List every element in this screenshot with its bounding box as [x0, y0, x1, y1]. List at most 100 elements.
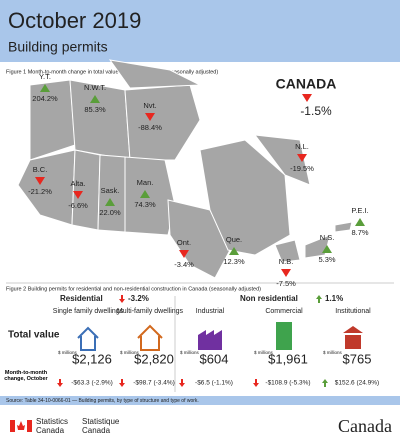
- map: [17, 59, 353, 279]
- region-value: 12.3%: [223, 257, 245, 266]
- wordmark: Canada: [338, 416, 392, 436]
- title: October 2019: [8, 8, 141, 33]
- group-name: Non residential: [240, 294, 298, 303]
- region-value: -3.4%: [174, 260, 194, 269]
- region-name: N.L.: [295, 142, 309, 151]
- item-change: -$98.7 (-3.4%): [133, 380, 175, 387]
- item-name: Single family dwellings: [53, 308, 124, 315]
- up-arrow: [322, 379, 328, 387]
- down-arrow: [253, 379, 259, 387]
- region-name: N.W.T.: [84, 83, 106, 92]
- region: [29, 79, 76, 161]
- region: [124, 84, 201, 161]
- agency: Statistique: [82, 417, 120, 426]
- header-band: [0, 0, 400, 62]
- item-value: $604: [200, 351, 229, 366]
- down-arrow: [281, 269, 291, 277]
- up-arrow: [140, 190, 150, 198]
- region-name: N.S.: [320, 233, 335, 242]
- item-value: $765: [343, 351, 372, 366]
- region: [108, 59, 202, 89]
- item-value: $2,820: [134, 351, 174, 366]
- subtitle: Building permits: [8, 39, 108, 55]
- region-value: -7.5%: [276, 279, 296, 288]
- source-band: [0, 396, 400, 405]
- region-value: 22.0%: [99, 208, 121, 217]
- up-arrow: [355, 218, 365, 226]
- region-value: -19.5%: [290, 164, 314, 173]
- row-label: Total value: [8, 330, 60, 341]
- flag-band: [10, 420, 15, 432]
- down-arrow: [57, 379, 63, 387]
- down-arrow: [145, 113, 155, 121]
- group-change: 1.1%: [325, 294, 343, 303]
- item-change: $152.6 (24.9%): [335, 380, 379, 387]
- unit: $ millions: [120, 350, 140, 355]
- region-name: Sask.: [101, 186, 120, 195]
- group-name: Residential: [60, 294, 103, 303]
- up-arrow: [316, 295, 322, 303]
- region-value: -21.2%: [28, 187, 52, 196]
- item-name: Multi-family dwellings: [117, 308, 184, 315]
- region-value: 8.7%: [351, 228, 368, 237]
- icon-house: [77, 326, 99, 351]
- region-value: 85.3%: [84, 105, 106, 114]
- item-change: -$6.5 (-1.1%): [195, 380, 233, 387]
- region-name: N.B.: [279, 257, 294, 266]
- down-arrow: [297, 154, 307, 162]
- up-arrow: [40, 84, 50, 92]
- agency: Statistics: [36, 417, 68, 426]
- national-value: -1.5%: [300, 104, 332, 118]
- region-name: Nvt.: [143, 101, 156, 110]
- up-arrow: [105, 198, 115, 206]
- figure-caption: Figure 2 Building permits for residentia…: [6, 286, 261, 292]
- figure-caption: Figure 1 Month-to-month change in total …: [6, 69, 218, 75]
- region-value: 74.3%: [134, 200, 156, 209]
- region: [71, 149, 101, 231]
- region-name: B.C.: [33, 165, 48, 174]
- unit: $ millions: [254, 350, 274, 355]
- item-name: Industrial: [196, 308, 225, 315]
- region-name: P.E.I.: [351, 206, 368, 215]
- region-value: -88.4%: [138, 123, 162, 132]
- down-arrow: [73, 191, 83, 199]
- down-arrow: [119, 295, 125, 303]
- item-change: -$63.3 (-2.9%): [71, 380, 113, 387]
- region-name: Man.: [137, 178, 154, 187]
- unit: $ millions: [323, 350, 343, 355]
- region-name: Ont.: [177, 238, 191, 247]
- flag-band: [27, 420, 32, 432]
- item-value: $1,961: [268, 351, 308, 366]
- agency: Canada: [82, 426, 111, 435]
- down-arrow: [179, 379, 185, 387]
- icon-factory: [198, 330, 222, 350]
- region-value: 204.2%: [32, 94, 58, 103]
- national-name: CANADA: [276, 76, 337, 92]
- region-name: Que.: [226, 235, 242, 244]
- region-name: Y.T.: [39, 72, 51, 81]
- region-value: -6.6%: [68, 201, 88, 210]
- item-value: $2,126: [72, 351, 112, 366]
- icon-institution: [343, 326, 363, 349]
- item-name: Commercial: [265, 308, 303, 315]
- region: [69, 79, 131, 161]
- down-arrow: [119, 379, 125, 387]
- up-arrow: [90, 95, 100, 103]
- region: [124, 156, 176, 236]
- group-change: -3.2%: [128, 294, 149, 303]
- region: [17, 149, 76, 226]
- row-label: Month-to-month change, October: [4, 370, 48, 382]
- region: [334, 221, 353, 233]
- down-arrow: [35, 177, 45, 185]
- up-arrow: [229, 247, 239, 255]
- icon-apartment: [137, 324, 163, 351]
- agency: Canada: [36, 426, 65, 435]
- up-arrow: [322, 245, 332, 253]
- down-arrow: [302, 94, 312, 102]
- region-name: Alta.: [70, 179, 85, 188]
- icon-building: [276, 322, 292, 350]
- row-label-box: Month-to-month change, October: [4, 370, 48, 382]
- item-name: Institutional: [335, 308, 371, 315]
- region: [253, 134, 311, 186]
